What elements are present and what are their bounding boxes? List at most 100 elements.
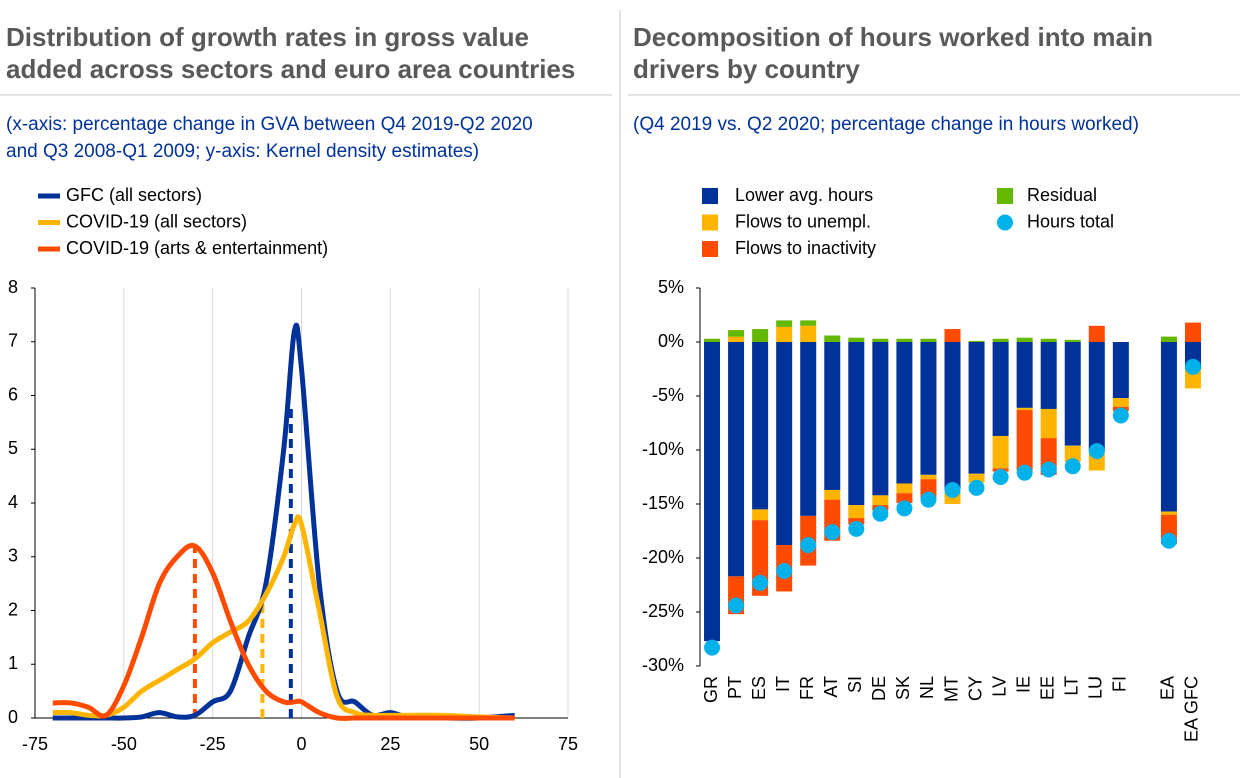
bar-segment xyxy=(752,329,769,342)
legend-label: Flows to unempl. xyxy=(735,211,871,231)
total-dot xyxy=(800,537,817,554)
total-dot xyxy=(968,479,985,496)
legend-swatch xyxy=(702,214,718,231)
chart-title: Decomposition of hours worked into main xyxy=(633,22,1153,52)
bar-segment xyxy=(1016,407,1033,411)
legend-swatch xyxy=(702,241,718,257)
bar-segment xyxy=(1184,369,1201,389)
x-tick-label: DE xyxy=(869,676,889,701)
bar-segment xyxy=(992,338,1009,342)
x-tick-label: CY xyxy=(965,676,985,701)
bar-segment xyxy=(920,474,937,480)
bar-segment xyxy=(1040,408,1057,439)
y-tick-label: 0% xyxy=(658,331,684,351)
x-tick-label: GR xyxy=(701,676,721,703)
chart-title: added across sectors and euro area count… xyxy=(6,54,575,84)
y-tick-label: -15% xyxy=(642,493,684,513)
legend-label: Residual xyxy=(1027,185,1097,205)
bar-segment xyxy=(848,337,865,342)
x-tick-label: AT xyxy=(821,676,841,698)
x-tick-label: LT xyxy=(1061,676,1081,696)
y-tick-label: 2 xyxy=(8,599,18,619)
total-dot xyxy=(1112,407,1129,424)
total-dot xyxy=(1088,443,1105,460)
total-dot xyxy=(1064,458,1081,475)
legend-swatch xyxy=(997,188,1013,204)
x-tick-label: IE xyxy=(1013,676,1033,693)
y-tick-label: 8 xyxy=(8,277,18,297)
bar-segment xyxy=(1088,325,1105,342)
x-tick-label: EA GFC xyxy=(1182,676,1202,742)
bar-segment xyxy=(1160,511,1177,515)
y-tick-label: 6 xyxy=(8,384,18,404)
chart-subtitle: (Q4 2019 vs. Q2 2020; percentage change … xyxy=(633,114,1139,135)
bar-segment xyxy=(752,342,769,510)
bar-segment xyxy=(776,320,793,327)
legend-swatch xyxy=(702,188,718,204)
total-dot xyxy=(920,491,937,508)
legend-swatch xyxy=(997,214,1013,231)
total-dot xyxy=(704,639,721,656)
legend-label: GFC (all sectors) xyxy=(66,185,202,205)
bar-segment xyxy=(992,342,1009,436)
bar-segment xyxy=(992,435,1009,469)
total-dot xyxy=(1040,461,1057,478)
bar-segment xyxy=(968,473,985,483)
bar-segment xyxy=(944,329,961,342)
y-tick-label: -5% xyxy=(652,385,684,405)
y-tick-label: 1 xyxy=(8,653,18,673)
legend-label: Flows to inactivity xyxy=(735,238,876,258)
y-tick-label: -25% xyxy=(642,601,684,621)
bar-segment xyxy=(800,325,817,342)
bar-segment xyxy=(872,342,889,496)
y-tick-label: 5% xyxy=(658,277,684,297)
x-tick-label: 75 xyxy=(558,734,578,754)
legend-label: COVID-19 (all sectors) xyxy=(66,211,247,231)
y-tick-label: -30% xyxy=(642,655,684,675)
bar-segment xyxy=(728,336,745,342)
bar-segment xyxy=(824,335,841,342)
total-dot xyxy=(1160,532,1177,549)
density-line xyxy=(52,542,515,721)
bar-segment xyxy=(776,326,793,342)
y-tick-label: -10% xyxy=(642,439,684,459)
bar-segment xyxy=(824,342,841,490)
total-dot xyxy=(992,469,1009,485)
bar-segment xyxy=(968,340,985,342)
bar-segment xyxy=(824,489,841,500)
x-tick-label: FR xyxy=(797,676,817,700)
y-tick-label: 7 xyxy=(8,331,18,351)
x-tick-label: MT xyxy=(941,676,961,702)
bar-segment xyxy=(1016,342,1033,408)
bar-segment xyxy=(1160,336,1177,342)
bar-segment xyxy=(896,493,913,503)
x-tick-label: NL xyxy=(917,676,937,699)
bar-segment xyxy=(848,505,865,519)
bar-segment xyxy=(896,483,913,494)
bar-segment xyxy=(1064,342,1081,446)
total-dot xyxy=(824,524,841,541)
bar-segment xyxy=(1016,410,1033,471)
bar-segment xyxy=(920,338,937,342)
x-tick-label: SK xyxy=(893,676,913,700)
bar-segment xyxy=(800,320,817,326)
density-line xyxy=(52,322,515,721)
bar-segment xyxy=(944,342,961,490)
bar-segment xyxy=(704,342,721,642)
bar-segment xyxy=(872,495,889,506)
total-dot xyxy=(872,505,889,522)
x-tick-label: -75 xyxy=(22,734,48,754)
x-tick-label: LU xyxy=(1086,676,1106,699)
bar-segment xyxy=(1112,342,1129,399)
bar-segment xyxy=(1112,398,1129,407)
legend-label: COVID-19 (arts & entertainment) xyxy=(66,238,328,258)
total-dot xyxy=(728,597,745,614)
total-dot xyxy=(1184,358,1201,375)
total-dot xyxy=(1016,464,1033,481)
bar-segment xyxy=(920,342,937,475)
y-tick-label: 4 xyxy=(8,492,18,512)
x-tick-label: ES xyxy=(749,676,769,700)
bar-segment xyxy=(896,342,913,484)
bar-segment xyxy=(1040,342,1057,409)
x-tick-label: -25 xyxy=(200,734,226,754)
